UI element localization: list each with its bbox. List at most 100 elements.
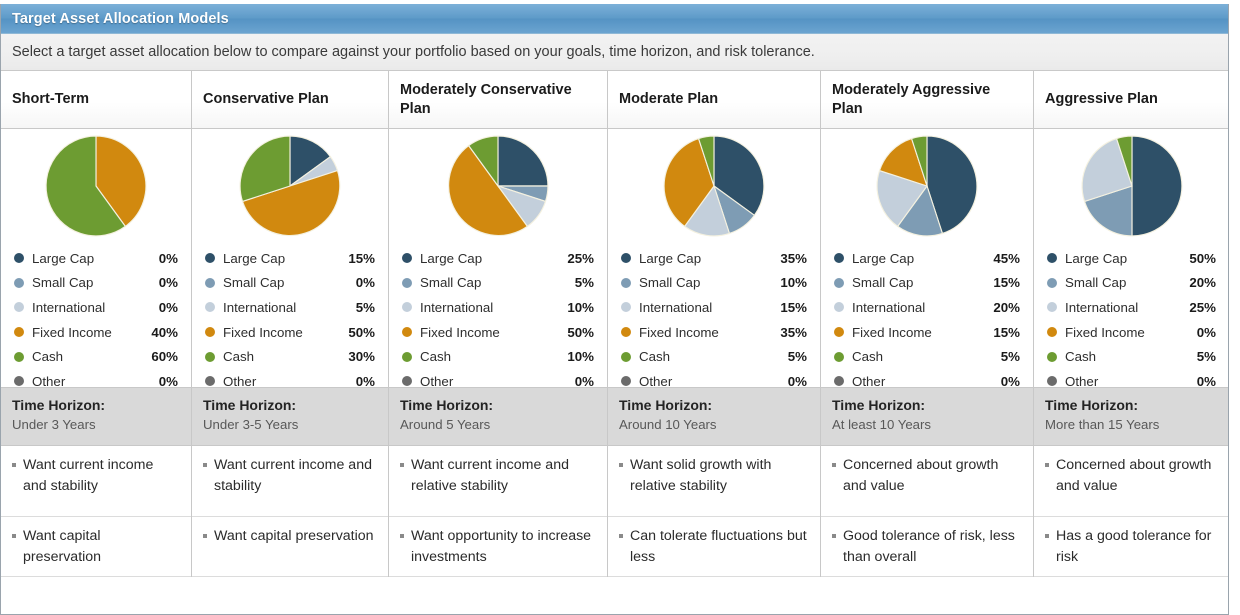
legend-allocation-value: 20% [993,299,1020,315]
pie-slice [926,135,978,234]
legend-row: Small Cap 0% [14,271,178,296]
time-horizon-value: More than 15 Years [1045,416,1160,432]
legend-allocation-value: 10% [567,349,594,365]
list-item: Want capital preservation [12,526,178,567]
characteristic-cell: Want capital preservation [1,517,191,578]
list-item: Want current income and stability [203,455,375,496]
column-header[interactable]: Moderate Plan [608,71,820,129]
legend-row: Fixed Income 0% [1047,320,1216,345]
pie-slice [1081,137,1133,202]
legend-asset-class-label: Fixed Income [420,324,500,340]
legend-asset-class-label: Other [223,373,257,389]
legend-row: Fixed Income 40% [14,320,178,345]
time-horizon-cell: Time Horizon: Around 5 Years [389,388,607,446]
legend-asset-class-label: Large Cap [639,250,702,266]
pie-chart-wrapper [238,134,342,238]
legend-allocation-value: 50% [1189,250,1216,266]
legend-asset-class-label: Small Cap [32,275,94,291]
column-header-label: Aggressive Plan [1045,91,1158,108]
pie-chart-wrapper [446,134,550,238]
characteristic-cell: Good tolerance of risk, less than overal… [821,517,1033,578]
legend-row: Other 0% [621,369,807,394]
column-header[interactable]: Moderately Aggressive Plan [821,71,1033,129]
legend-row: Other 0% [205,369,375,394]
legend-allocation-value: 15% [993,324,1020,340]
legend-row: Large Cap 35% [621,246,807,271]
legend-asset-class-label: Cash [639,349,671,365]
characteristic-cell: Want current income and stability [1,446,191,517]
legend-color-dot-icon [14,351,24,362]
characteristic-cell: Want current income and relative stabili… [389,446,607,517]
characteristic-text: Want opportunity to increase investments [411,528,592,565]
legend-allocation-value: 0% [574,373,594,389]
column-header[interactable]: Conservative Plan [192,71,388,129]
column-header-label: Moderately Aggressive Plan [832,81,991,117]
characteristic-cell: Has a good tolerance for risk [1034,517,1228,578]
legend-asset-class-label: Small Cap [639,275,701,291]
legend-row: Fixed Income 50% [205,320,375,345]
list-item: Can tolerate fluctuations but less [619,526,807,567]
column-header[interactable]: Moderately Conservative Plan [389,71,607,129]
pie-chart [876,135,978,236]
legend-allocation-value: 0% [158,275,178,291]
time-horizon-cell: Time Horizon: At least 10 Years [821,388,1033,446]
time-horizon-cell: Time Horizon: Around 10 Years [608,388,820,446]
legend-asset-class-label: Fixed Income [639,324,719,340]
allocation-model-column[interactable]: Aggressive Plan Large Cap 50% Small Cap 20% I… [1034,71,1228,578]
characteristic-text: Concerned about growth and value [1056,457,1212,494]
bullet-square-icon [203,463,207,467]
characteristic-text: Want capital preservation [23,528,102,565]
bullet-square-icon [400,463,404,467]
legend-row: Cash 5% [621,344,807,369]
legend-row: Small Cap 5% [402,271,594,296]
legend-asset-class-label: Fixed Income [852,324,932,340]
legend-asset-class-label: International [852,299,926,315]
legend-allocation-value: 0% [158,299,178,315]
legend-asset-class-label: Other [639,373,673,389]
column-header-label: Short-Term [12,91,90,108]
allocation-model-column[interactable]: Short-Term Large Cap 0% Small Cap 0% Internat… [1,71,192,578]
legend-row: International 20% [834,295,1020,320]
pie-slice [910,135,928,186]
characteristic-cell: Want solid growth with relative stabilit… [608,446,820,517]
legend-color-dot-icon [14,253,24,264]
pie-chart [663,135,765,236]
column-header[interactable]: Short-Term [1,71,191,129]
allocation-model-column[interactable]: Moderately Conservative Plan Large Cap 25%… [389,71,608,578]
pie-slice [45,135,127,236]
allocation-model-column[interactable]: Conservative Plan Large Cap 15% Small Cap 0%… [192,71,389,578]
legend-color-dot-icon [621,351,631,362]
legend-asset-class-label: International [1065,299,1139,315]
pie-slice [467,135,499,188]
legend-asset-class-label: International [639,299,713,315]
legend-allocation-value: 30% [348,349,375,365]
column-header-label: Moderate Plan [619,91,719,108]
pie-slice [876,169,928,227]
pie-slice [663,137,715,227]
allocation-legend: Large Cap 0% Small Cap 0% International 0% Fix… [1,242,191,389]
pie-slice [713,135,765,216]
allocation-model-column[interactable]: Moderate Plan Large Cap 35% Small Cap 10% Int… [608,71,821,578]
legend-allocation-value: 25% [567,250,594,266]
legend-allocation-value: 45% [993,250,1020,266]
list-item: Want opportunity to increase investments [400,526,594,567]
allocation-model-column[interactable]: Moderately Aggressive Plan Large Cap 45% Sm… [821,71,1034,578]
legend-row: Fixed Income 50% [402,320,594,345]
legend-color-dot-icon [205,302,215,313]
legend-asset-class-label: Large Cap [1065,250,1128,266]
legend-allocation-value: 0% [355,373,375,389]
legend-color-dot-icon [14,277,24,288]
legend-allocation-value: 50% [348,324,375,340]
legend-allocation-value: 35% [780,250,807,266]
legend-allocation-value: 20% [1189,275,1216,291]
characteristic-text: Can tolerate fluctuations but less [630,528,807,565]
legend-allocation-value: 5% [1000,349,1020,365]
time-horizon-label: Time Horizon: [832,397,926,413]
legend-color-dot-icon [402,327,412,338]
time-horizon-label: Time Horizon: [619,397,713,413]
pie-chart [239,135,341,236]
time-horizon-cell: Time Horizon: Under 3 Years [1,388,191,446]
time-horizon-cell: Time Horizon: More than 15 Years [1034,388,1228,446]
column-header[interactable]: Aggressive Plan [1034,71,1228,129]
legend-asset-class-label: Fixed Income [1065,324,1145,340]
